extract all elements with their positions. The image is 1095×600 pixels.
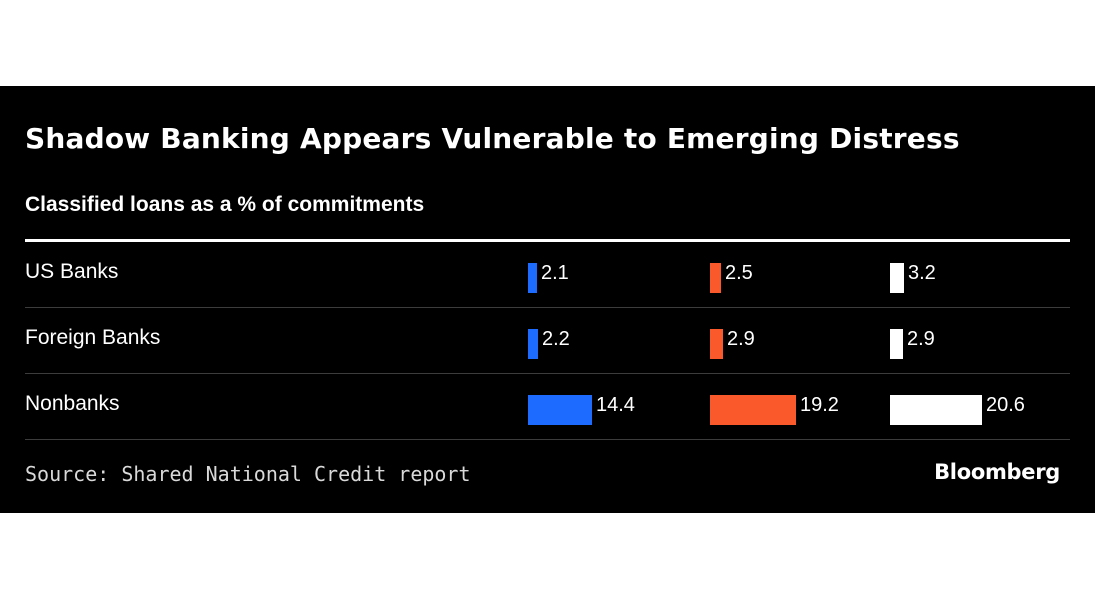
- category-label: Nonbanks: [25, 392, 120, 415]
- bar: [710, 395, 796, 425]
- header-rule: [25, 239, 1070, 242]
- bar: [890, 329, 903, 359]
- bar: [890, 263, 904, 293]
- chart-panel: Shadow Banking Appears Vulnerable to Eme…: [0, 86, 1095, 513]
- value-label: 20.6: [986, 394, 1025, 416]
- value-label: 2.2: [542, 328, 570, 350]
- source-note: Source: Shared National Credit report: [25, 462, 471, 486]
- bar: [528, 263, 537, 293]
- value-label: 2.9: [727, 328, 755, 350]
- chart-subtitle: Classified loans as a % of commitments: [25, 193, 425, 216]
- chart-row: Nonbanks 14.4 19.2 20.6: [25, 374, 1070, 440]
- chart-row: US Banks 2.1 2.5 3.2: [25, 242, 1070, 308]
- value-label: 2.1: [541, 262, 569, 284]
- value-label: 19.2: [800, 394, 839, 416]
- category-label: Foreign Banks: [25, 326, 161, 349]
- category-label: US Banks: [25, 260, 119, 283]
- chart-row: Foreign Banks 2.2 2.9 2.9: [25, 308, 1070, 374]
- bar: [528, 329, 538, 359]
- value-label: 14.4: [596, 394, 635, 416]
- bar: [890, 395, 982, 425]
- chart-title: Shadow Banking Appears Vulnerable to Eme…: [25, 122, 960, 155]
- value-label: 2.9: [907, 328, 935, 350]
- bar: [710, 263, 721, 293]
- value-label: 2.5: [725, 262, 753, 284]
- bloomberg-logo: Bloomberg: [934, 460, 1060, 484]
- value-label: 3.2: [908, 262, 936, 284]
- bar: [528, 395, 592, 425]
- bar: [710, 329, 723, 359]
